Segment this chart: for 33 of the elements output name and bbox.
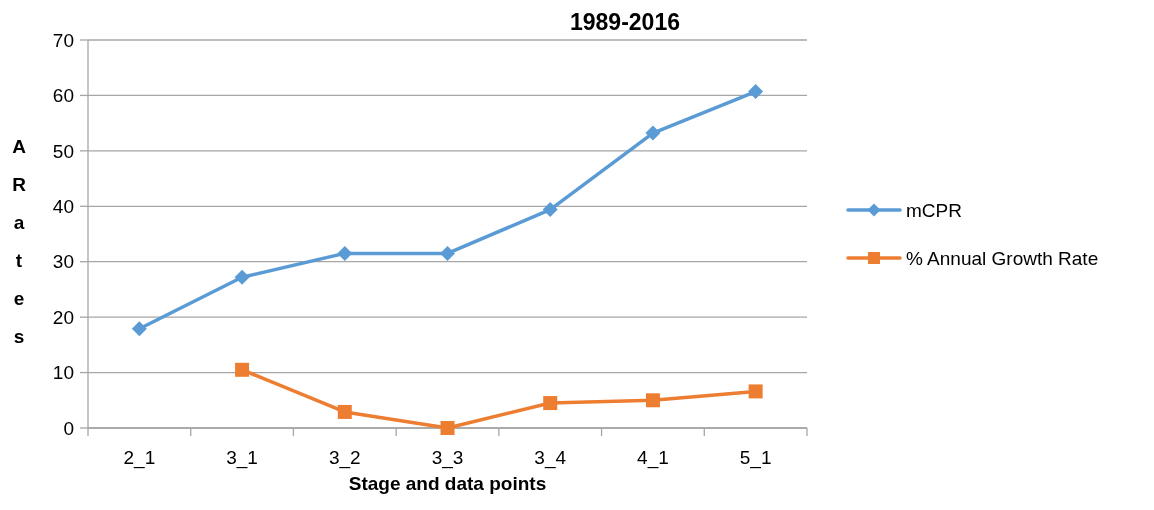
point <box>337 404 352 419</box>
x-tick-label: 5_1 <box>739 447 772 469</box>
point <box>440 245 455 261</box>
x-tick-label: 3_3 <box>431 447 464 469</box>
chart-title: 1989-2016 <box>570 9 680 35</box>
point <box>440 421 455 435</box>
legend-label: % Annual Growth Rate <box>906 247 1099 269</box>
x-tick-label: 3_4 <box>534 447 567 469</box>
x-tick-label: 4_1 <box>637 447 669 469</box>
x-tick-label: 3_2 <box>328 447 361 469</box>
y-tick-label: 60 <box>52 85 74 107</box>
x-axis-title: Stage and data points <box>348 473 547 494</box>
y-tick-label: 50 <box>52 140 74 162</box>
y-tick-label: 70 <box>52 29 74 51</box>
point <box>748 84 764 100</box>
point <box>543 396 558 411</box>
point <box>337 245 353 261</box>
point <box>131 321 147 337</box>
point <box>542 202 558 218</box>
y-tick-label: 0 <box>63 417 74 439</box>
x-tick-label: 2_1 <box>123 447 156 469</box>
y-axis-title: ARates <box>12 136 27 347</box>
point <box>645 393 660 408</box>
y-tick-label: 40 <box>52 195 74 217</box>
y-tick-label: 20 <box>52 306 74 328</box>
y-tick-label: 30 <box>52 251 74 273</box>
point <box>645 125 661 141</box>
point <box>235 362 250 377</box>
x-tick-label: 3_1 <box>226 447 258 469</box>
legend-label: mCPR <box>906 199 962 221</box>
y-tick-label: 10 <box>52 362 74 384</box>
point <box>748 384 763 399</box>
point <box>234 269 250 285</box>
